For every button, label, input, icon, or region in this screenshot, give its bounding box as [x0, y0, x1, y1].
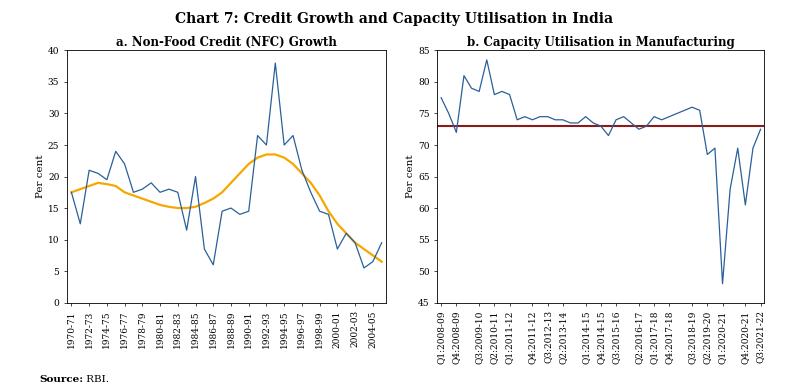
Y-axis label: Per cent: Per cent	[406, 155, 415, 198]
Title: b. Capacity Utilisation in Manufacturing: b. Capacity Utilisation in Manufacturing	[467, 36, 734, 49]
Legend: Capacity Utilisation Rate, Long-term Average: Capacity Utilisation Rate, Long-term Ave…	[455, 387, 746, 388]
Y-axis label: Per cent: Per cent	[36, 155, 45, 198]
Title: a. Non-Food Credit (NFC) Growth: a. Non-Food Credit (NFC) Growth	[116, 36, 337, 49]
Text: RBI.: RBI.	[83, 375, 109, 384]
Text: Source:: Source:	[39, 375, 84, 384]
Text: Chart 7: Credit Growth and Capacity Utilisation in India: Chart 7: Credit Growth and Capacity Util…	[175, 12, 613, 26]
Legend: NFC Actual, NFC Trend: NFC Actual, NFC Trend	[134, 387, 319, 388]
